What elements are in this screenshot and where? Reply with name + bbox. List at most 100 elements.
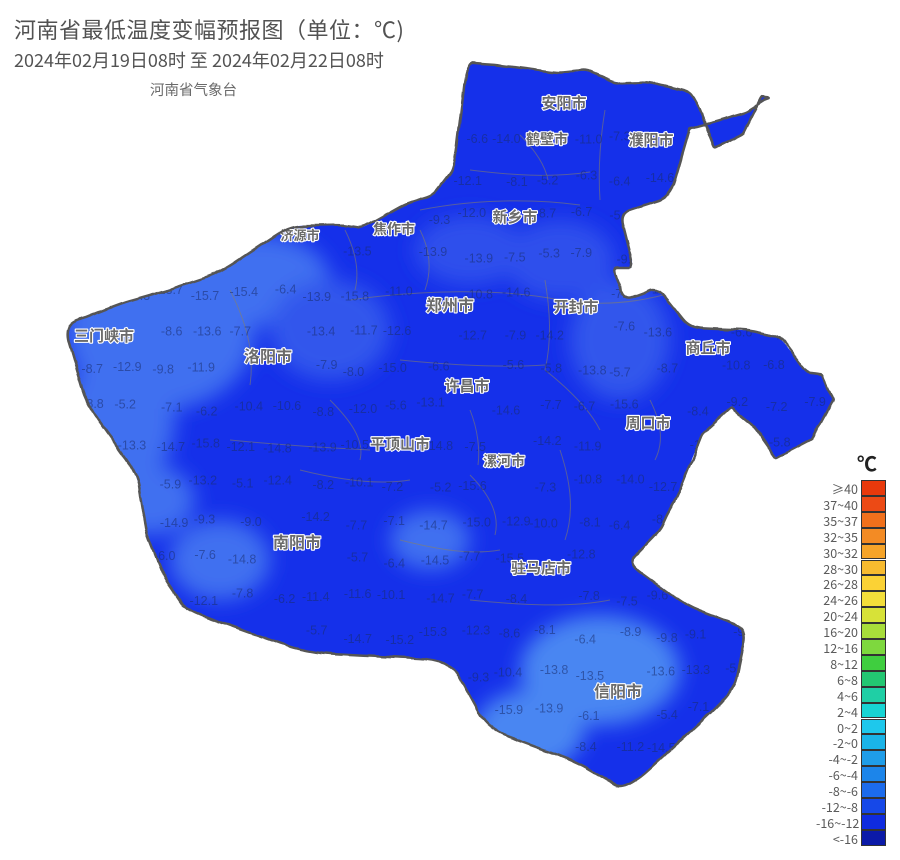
svg-text:-13.9: -13.9 — [535, 701, 564, 715]
svg-text:-11.0: -11.0 — [385, 285, 413, 299]
svg-text:-6.7: -6.7 — [574, 400, 596, 414]
svg-text:新乡市: 新乡市 — [492, 206, 537, 227]
svg-text:-8.2: -8.2 — [313, 478, 335, 492]
svg-text:-6.4: -6.4 — [609, 175, 631, 189]
svg-text:-13.6: -13.6 — [193, 325, 222, 339]
svg-text:-8.1: -8.1 — [534, 623, 556, 637]
svg-text:-7.2: -7.2 — [766, 400, 788, 414]
svg-text:-13.1: -13.1 — [416, 396, 445, 410]
svg-text:-8.1: -8.1 — [506, 175, 528, 189]
svg-text:-10.0: -10.0 — [529, 516, 558, 530]
svg-text:-5.8: -5.8 — [541, 361, 563, 375]
svg-text:-7.1: -7.1 — [688, 700, 710, 714]
svg-text:-15.2: -15.2 — [386, 633, 415, 647]
svg-text:-7.9: -7.9 — [804, 395, 826, 409]
svg-text:-7.3: -7.3 — [535, 481, 557, 495]
svg-text:-11.9: -11.9 — [187, 360, 215, 374]
svg-text:-9.3: -9.3 — [194, 513, 216, 527]
svg-text:-12.1: -12.1 — [190, 594, 219, 608]
svg-text:-5.6: -5.6 — [385, 399, 407, 413]
svg-text:-12.8: -12.8 — [567, 547, 596, 561]
svg-text:-11.9: -11.9 — [574, 439, 602, 453]
svg-text:-9.9: -9.9 — [617, 253, 639, 267]
svg-text:-6.6: -6.6 — [731, 326, 753, 340]
svg-text:-7.7: -7.7 — [462, 587, 484, 601]
svg-text:-6.6: -6.6 — [428, 360, 450, 374]
svg-text:-8.1: -8.1 — [579, 515, 601, 529]
svg-text:-14.8: -14.8 — [263, 441, 292, 455]
svg-text:-13.6: -13.6 — [644, 326, 673, 340]
svg-text:-10.8: -10.8 — [722, 358, 751, 372]
svg-text:-12.0: -12.0 — [458, 206, 487, 220]
svg-text:-10.4: -10.4 — [494, 665, 523, 679]
svg-text:-12.7: -12.7 — [649, 480, 678, 494]
svg-text:-7.8: -7.8 — [578, 589, 600, 603]
svg-text:南阳市: 南阳市 — [273, 529, 321, 553]
svg-text:-7.9: -7.9 — [316, 358, 338, 372]
svg-text:-12.6: -12.6 — [383, 324, 412, 338]
svg-text:-9.8: -9.8 — [656, 631, 678, 645]
svg-text:-7.1: -7.1 — [161, 401, 183, 415]
svg-text:-13.9: -13.9 — [303, 290, 332, 304]
svg-text:-7.6: -7.6 — [194, 548, 216, 562]
svg-text:-10.5: -10.5 — [340, 438, 369, 452]
svg-text:-15.8: -15.8 — [341, 289, 370, 303]
svg-text:-8.7: -8.7 — [535, 207, 557, 221]
svg-text:三门峡市: 三门峡市 — [74, 325, 134, 346]
svg-text:-13.6: -13.6 — [647, 665, 676, 679]
svg-text:-9.3: -9.3 — [429, 213, 451, 227]
svg-text:-6.3: -6.3 — [576, 169, 598, 183]
svg-text:-13.4: -13.4 — [307, 325, 336, 339]
svg-text:-5.4: -5.4 — [725, 662, 747, 676]
svg-text:平顶山市: 平顶山市 — [370, 433, 430, 454]
svg-text:-14.6: -14.6 — [646, 171, 675, 185]
svg-text:-8.4: -8.4 — [687, 405, 709, 419]
svg-text:-13.9: -13.9 — [308, 440, 337, 454]
svg-text:-7.7: -7.7 — [230, 325, 252, 339]
svg-text:-5.2: -5.2 — [430, 480, 452, 494]
svg-text:-8.4: -8.4 — [575, 740, 597, 754]
svg-text:-14.2: -14.2 — [535, 328, 564, 342]
svg-text:-5.7: -5.7 — [347, 550, 369, 564]
svg-text:-5.7: -5.7 — [306, 624, 328, 638]
svg-text:-12.9: -12.9 — [502, 515, 531, 529]
svg-text:-15.6: -15.6 — [610, 398, 639, 412]
svg-text:-8.7: -8.7 — [657, 362, 679, 376]
svg-text:-7.9: -7.9 — [505, 328, 527, 342]
svg-text:-14.7: -14.7 — [157, 440, 186, 454]
svg-text:-5.4: -5.4 — [656, 708, 678, 722]
svg-text:-11.7: -11.7 — [350, 323, 378, 337]
svg-text:-10.6: -10.6 — [273, 399, 302, 413]
svg-text:商丘市: 商丘市 — [685, 337, 730, 358]
svg-text:-5.1: -5.1 — [232, 477, 254, 491]
svg-text:-13.9: -13.9 — [419, 245, 448, 259]
svg-text:周口市: 周口市 — [625, 412, 670, 433]
svg-text:信阳市: 信阳市 — [594, 678, 642, 702]
svg-text:-13.3: -13.3 — [682, 663, 711, 677]
svg-text:-8.7: -8.7 — [81, 362, 103, 376]
svg-text:-5.9: -5.9 — [160, 477, 182, 491]
svg-text:-9.0: -9.0 — [240, 515, 262, 529]
svg-text:开封市: 开封市 — [553, 296, 598, 317]
svg-text:-11.0: -11.0 — [575, 133, 603, 147]
svg-text:-12.9: -12.9 — [113, 360, 142, 374]
svg-text:-12.4: -12.4 — [263, 474, 292, 488]
svg-text:-5.3: -5.3 — [538, 247, 560, 261]
svg-text:-7.3: -7.3 — [609, 130, 631, 144]
svg-text:-15.0: -15.0 — [378, 361, 407, 375]
svg-text:-7.5: -7.5 — [504, 250, 526, 264]
svg-text:-5.8: -5.8 — [769, 436, 791, 450]
svg-text:郑州市: 郑州市 — [426, 292, 474, 316]
svg-text:-6.2: -6.2 — [274, 592, 296, 606]
svg-text:-13.5: -13.5 — [343, 245, 372, 259]
svg-text:-8.4: -8.4 — [506, 592, 528, 606]
svg-text:驻马店市: 驻马店市 — [511, 557, 571, 578]
svg-text:-10.4: -10.4 — [235, 399, 264, 413]
svg-text:许昌市: 许昌市 — [444, 375, 489, 396]
svg-text:-6.4: -6.4 — [275, 283, 297, 297]
svg-text:-15.7: -15.7 — [191, 289, 220, 303]
svg-text:-11.2: -11.2 — [617, 740, 645, 754]
svg-text:-12.1: -12.1 — [453, 174, 482, 188]
svg-text:-13.8: -13.8 — [540, 663, 569, 677]
svg-text:洛阳市: 洛阳市 — [244, 343, 292, 367]
